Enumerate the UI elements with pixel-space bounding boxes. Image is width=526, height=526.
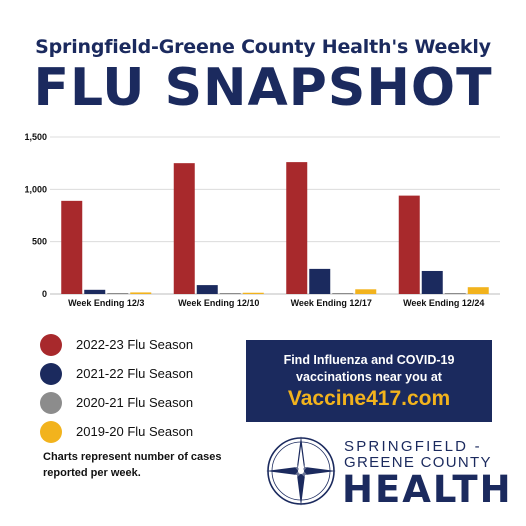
bar <box>355 289 377 294</box>
chart-note: Charts represent number of cases reporte… <box>43 451 222 479</box>
x-tick-label: Week Ending 12/10 <box>178 298 259 308</box>
bar <box>332 293 354 294</box>
vaccine-website-link[interactable]: Vaccine417.com <box>287 387 451 410</box>
x-tick-label: Week Ending 12/3 <box>68 298 144 308</box>
logo-text-line-1: SPRINGFIELD - <box>344 438 482 455</box>
legend: 2022-23 Flu Season 2021-22 Flu Season 2020… <box>40 330 193 446</box>
bar <box>444 293 466 294</box>
bar <box>467 287 489 294</box>
x-tick-label: Week Ending 12/24 <box>403 298 484 308</box>
page-title: FLU SNAPSHOT <box>33 58 493 118</box>
bar <box>421 270 443 294</box>
bar <box>130 292 152 294</box>
vaccine-info-text: Find Influenza and COVID-19 vaccinations… <box>246 352 492 386</box>
logo-text-line-2: GREENE COUNTY <box>344 454 492 471</box>
bar <box>219 293 241 294</box>
legend-swatch <box>40 333 62 356</box>
bar <box>286 162 308 294</box>
bar <box>309 268 331 294</box>
x-tick-label: Week Ending 12/17 <box>291 298 372 308</box>
bar <box>173 163 195 294</box>
legend-label: 2019-20 Flu Season <box>76 424 194 439</box>
vaccine-info-line-2: vaccinations near you at <box>296 370 442 384</box>
vaccine-info-box: Find Influenza and COVID-19 vaccinations… <box>246 340 492 422</box>
health-department-logo: SPRINGFIELD - GREENE COUNTY HEALTH <box>262 432 511 512</box>
compass-star-icon <box>266 436 336 506</box>
logo-text-line-3: HEALTH <box>342 468 513 511</box>
bar <box>196 285 218 294</box>
bar <box>107 293 129 294</box>
y-tick-label: 0 <box>42 289 47 299</box>
legend-item: 2022-23 Flu Season <box>40 330 193 359</box>
bar <box>398 195 420 294</box>
legend-swatch <box>40 362 62 385</box>
y-tick-label: 1,000 <box>24 184 47 194</box>
y-tick-label: 500 <box>32 237 47 247</box>
vaccine-info-line-1: Find Influenza and COVID-19 <box>283 353 455 367</box>
bar <box>84 289 106 294</box>
legend-label: 2022-23 Flu Season <box>76 337 194 352</box>
legend-label: 2021-22 Flu Season <box>76 366 194 381</box>
bar <box>61 200 83 294</box>
legend-item: 2021-22 Flu Season <box>40 359 193 388</box>
legend-swatch <box>40 420 62 443</box>
legend-item: 2019-20 Flu Season <box>40 417 193 446</box>
title-line-1: Springfield-Greene County Health's Weekl… <box>35 36 491 58</box>
bar-chart: 0 500 1,000 1,500 Week Ending 12/3 Week Endi… <box>24 132 500 308</box>
legend-swatch <box>40 391 62 414</box>
legend-label: 2020-21 Flu Season <box>76 395 194 410</box>
y-tick-label: 1,500 <box>24 132 47 142</box>
bar <box>242 292 264 294</box>
legend-item: 2020-21 Flu Season <box>40 388 193 417</box>
